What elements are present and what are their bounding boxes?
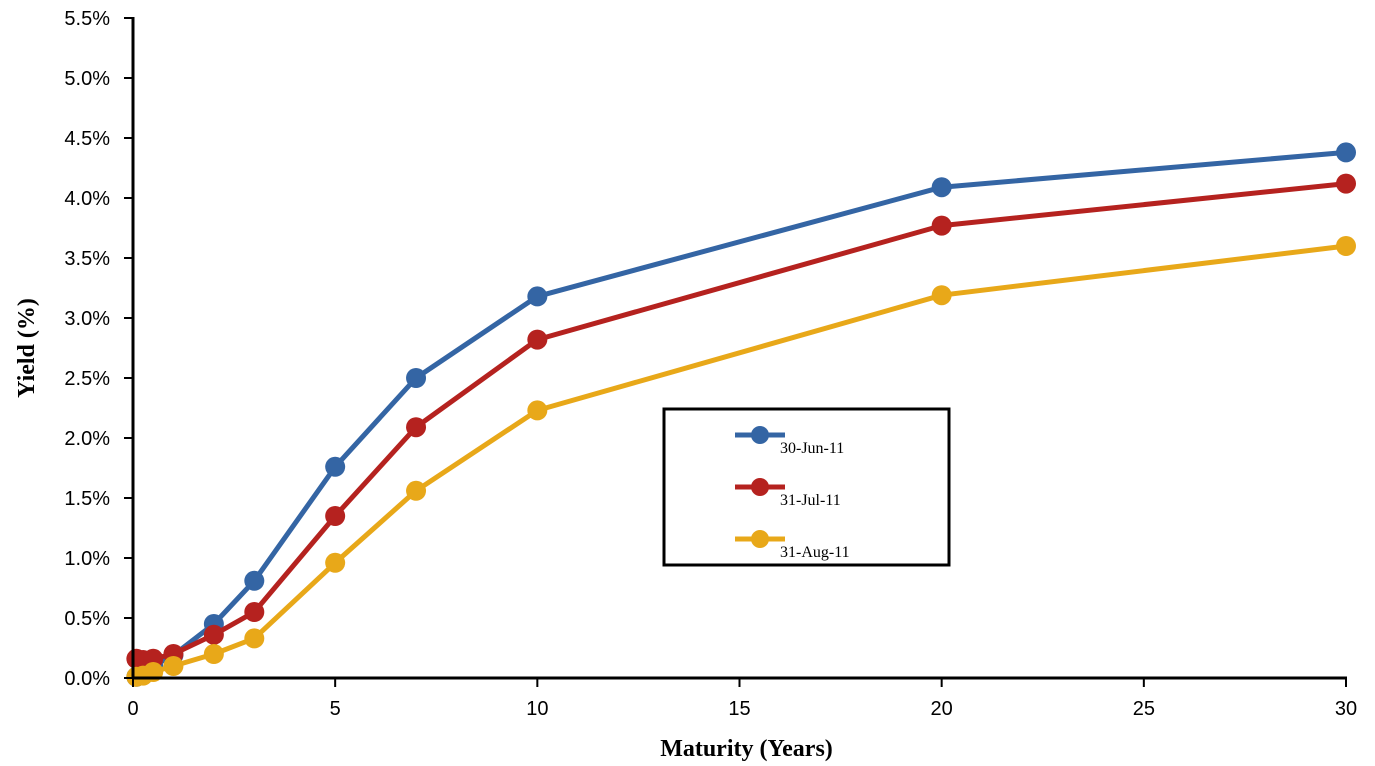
data-point bbox=[406, 417, 427, 438]
y-tick-label: 0.5% bbox=[64, 608, 110, 630]
data-point bbox=[244, 602, 265, 622]
legend: 30-Jun-11 31-Jul-11 31-Aug-11 bbox=[662, 407, 951, 567]
x-tick-label: 10 bbox=[526, 698, 548, 720]
legend-item: 31-Aug-11 bbox=[735, 530, 850, 561]
y-tick-label: 1.5% bbox=[64, 488, 110, 510]
legend-swatch-marker bbox=[751, 530, 769, 548]
data-point bbox=[325, 456, 346, 477]
x-tick-label: 30 bbox=[1335, 698, 1357, 720]
data-point bbox=[1336, 173, 1356, 194]
data-point bbox=[244, 628, 265, 649]
x-tick-label: 0 bbox=[127, 698, 138, 720]
ticks-layer: 0.0% 0.5% 1.0% 1.5% 2.0% 2.5% 3.0% 3.5% 4.0% 4.5%… bbox=[64, 8, 1357, 720]
legend-box bbox=[662, 407, 951, 567]
series-layer bbox=[126, 142, 1356, 687]
y-tick-label: 3.5% bbox=[64, 248, 110, 270]
legend-swatch-marker bbox=[751, 426, 769, 444]
y-axis-title: Yield (%) bbox=[14, 298, 40, 398]
series-31-Aug-11 bbox=[126, 236, 1356, 687]
data-point bbox=[203, 644, 224, 664]
legend-label: 30-Jun-11 bbox=[780, 440, 844, 457]
y-tick-label: 0.0% bbox=[64, 668, 110, 690]
data-point bbox=[406, 480, 427, 501]
data-point bbox=[527, 329, 548, 350]
x-tick-label: 15 bbox=[728, 698, 750, 720]
data-point bbox=[244, 570, 265, 591]
y-tick-label: 3.0% bbox=[64, 308, 110, 330]
y-tick-label: 5.5% bbox=[64, 8, 110, 30]
legend-label: 31-Jul-11 bbox=[780, 492, 841, 509]
data-point bbox=[931, 215, 952, 236]
y-tick-label: 2.5% bbox=[64, 368, 110, 390]
data-point bbox=[163, 656, 184, 676]
data-point bbox=[325, 506, 346, 526]
x-tick-label: 25 bbox=[1133, 698, 1155, 720]
series-31-Jul-11 bbox=[126, 173, 1356, 670]
legend-item: 30-Jun-11 bbox=[735, 426, 844, 457]
data-point bbox=[406, 368, 427, 388]
x-tick-label: 20 bbox=[931, 698, 953, 720]
x-tick-label: 5 bbox=[330, 698, 341, 720]
legend-label: 31-Aug-11 bbox=[780, 544, 850, 561]
data-point bbox=[203, 624, 224, 645]
data-point bbox=[527, 286, 548, 307]
legend-item: 31-Jul-11 bbox=[735, 478, 841, 509]
data-point bbox=[1336, 236, 1356, 256]
y-tick-label: 1.0% bbox=[64, 548, 110, 570]
data-point bbox=[1336, 142, 1356, 163]
y-tick-label: 4.0% bbox=[64, 188, 110, 210]
y-tick-label: 5.0% bbox=[64, 68, 110, 90]
legend-swatch-marker bbox=[751, 478, 769, 496]
y-tick-label: 2.0% bbox=[64, 428, 110, 450]
y-tick-label: 4.5% bbox=[64, 128, 110, 150]
x-axis-title: Maturity (Years) bbox=[660, 736, 833, 762]
data-point bbox=[527, 400, 548, 421]
data-point bbox=[931, 177, 952, 198]
data-point bbox=[931, 285, 952, 306]
data-point bbox=[325, 552, 346, 573]
